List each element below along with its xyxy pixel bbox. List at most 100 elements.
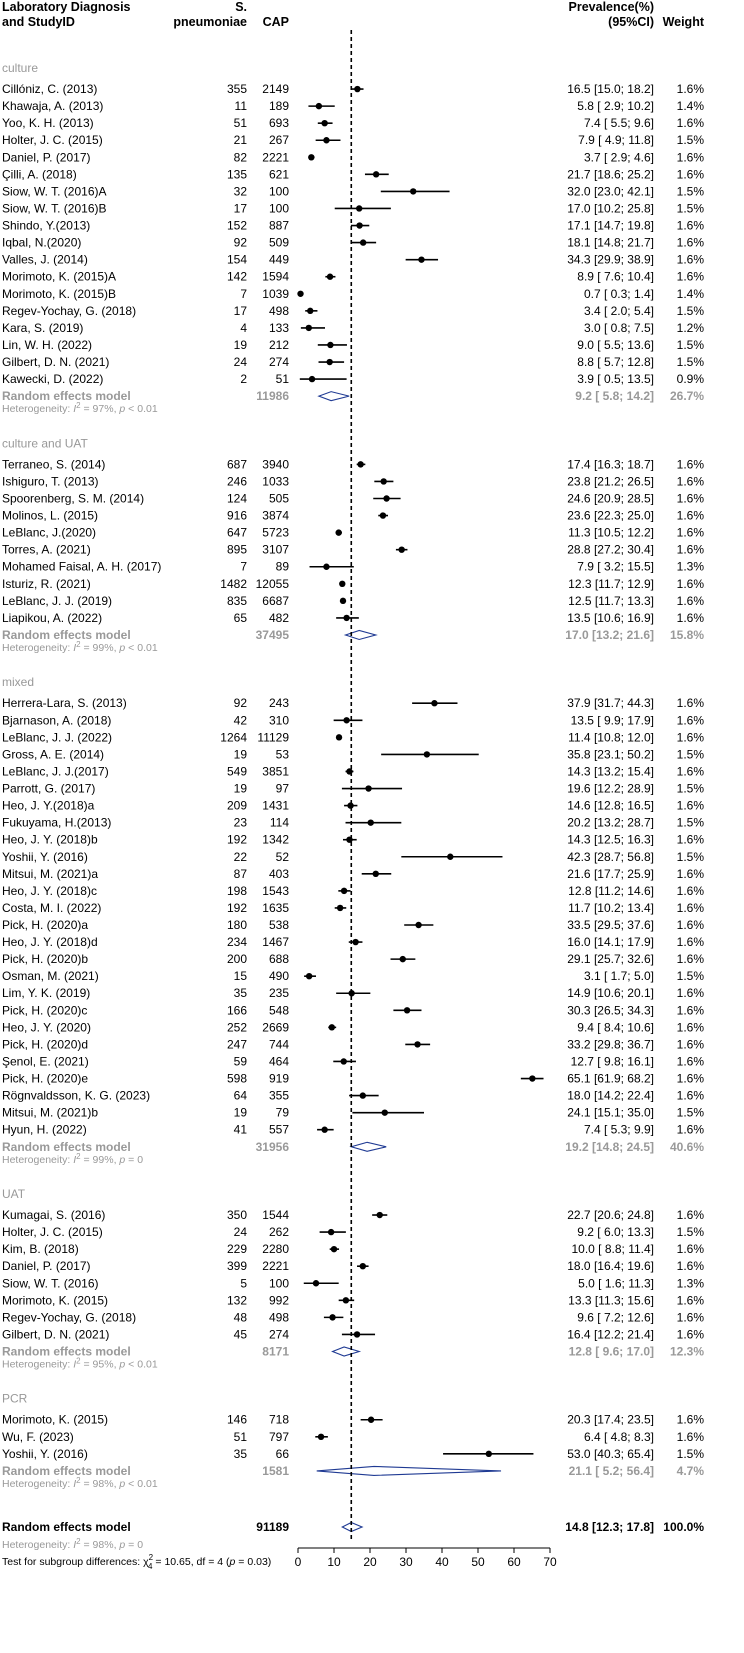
- point-estimate: [529, 1075, 536, 1082]
- study-label: Daniel, P. (2017): [2, 1259, 91, 1273]
- study-estimate: 65.1 [61.9; 68.2]: [567, 1072, 654, 1086]
- study-total: 548: [269, 1003, 289, 1017]
- study-label: Torres, A. (2021): [2, 543, 91, 557]
- study-total: 1467: [262, 935, 289, 949]
- study-weight: 1.6%: [677, 82, 705, 96]
- study-total: 1544: [262, 1208, 289, 1222]
- study-estimate: 20.3 [17.4; 23.5]: [567, 1413, 654, 1427]
- study-label: Khawaja, A. (2013): [2, 99, 103, 113]
- x-tick-label: 60: [507, 1555, 521, 1569]
- study-estimate: 18.1 [14.8; 21.7]: [567, 236, 654, 250]
- study-total: 189: [269, 99, 289, 113]
- study-estimate: 11.7 [10.2; 13.4]: [568, 901, 654, 915]
- study-events: 19: [234, 1106, 248, 1120]
- point-estimate: [326, 358, 333, 366]
- study-events: 192: [227, 901, 247, 915]
- study-events: 135: [227, 167, 247, 181]
- point-estimate: [348, 990, 355, 997]
- study-estimate: 17.0 [10.2; 25.8]: [567, 201, 654, 215]
- study-label: Regev-Yochay, G. (2018): [2, 304, 136, 318]
- study-weight: 1.2%: [677, 321, 705, 335]
- heterogeneity-text: Heterogeneity: I2 = 97%, p < 0.01: [2, 401, 158, 416]
- point-estimate: [321, 1126, 328, 1133]
- study-estimate: 29.1 [25.7; 32.6]: [567, 952, 654, 966]
- x-axis: 0 10 20 30 40 50 60 70: [295, 1547, 557, 1569]
- study-estimate: 9.4 [ 8.4; 10.6]: [577, 1020, 654, 1034]
- pooled-estimate: 12.8 [ 9.6; 17.0]: [569, 1345, 654, 1359]
- study-weight: 1.5%: [677, 184, 705, 198]
- study-label: Pick, H. (2020)a: [2, 918, 88, 932]
- pooled-label: Random effects model: [2, 1464, 131, 1478]
- study-total: 51: [276, 372, 290, 386]
- study-events: 647: [227, 526, 247, 540]
- study-weight: 1.6%: [677, 116, 705, 130]
- study-events: 916: [227, 509, 247, 523]
- study-events: 229: [227, 1242, 247, 1256]
- table-header: Laboratory Diagnosis and StudyID S. pneu…: [2, 0, 705, 29]
- study-weight: 1.6%: [677, 1310, 705, 1324]
- subgroup-test-part: χ: [143, 1556, 149, 1568]
- study-total: 274: [269, 355, 289, 369]
- heterogeneity-part: < 0.01: [125, 403, 158, 415]
- study-label: Siow, W. T. (2016)A: [2, 184, 107, 198]
- point-estimate: [305, 972, 313, 980]
- study-events: 19: [234, 747, 248, 761]
- point-estimate: [403, 1007, 411, 1014]
- study-weight: 1.6%: [677, 1037, 705, 1051]
- study-weight: 1.6%: [677, 509, 705, 523]
- point-estimate: [379, 512, 387, 519]
- study-weight: 1.6%: [677, 918, 705, 932]
- study-estimate: 8.9 [ 7.6; 10.4]: [577, 270, 654, 284]
- study-label: Molinos, L. (2015): [2, 509, 98, 523]
- study-events: 21: [234, 133, 248, 147]
- point-estimate: [327, 1228, 335, 1236]
- pooled-weight: 40.6%: [670, 1140, 704, 1154]
- heterogeneity-part: 2: [76, 1356, 81, 1365]
- study-events: 22: [234, 850, 248, 864]
- heterogeneity-part: = 0: [125, 1539, 143, 1551]
- study-label: Kumagai, S. (2016): [2, 1208, 105, 1222]
- study-total: 3940: [262, 457, 289, 471]
- study-weight: 1.6%: [677, 1072, 705, 1086]
- study-total: 133: [269, 321, 289, 335]
- study-label: Şenol, E. (2021): [2, 1054, 89, 1068]
- study-events: 24: [234, 1225, 248, 1239]
- point-estimate: [383, 495, 390, 502]
- heterogeneity-part: = 98%,: [81, 1478, 120, 1490]
- study-estimate: 18.0 [14.2; 22.4]: [567, 1089, 654, 1103]
- pooled-total: 8171: [262, 1345, 289, 1359]
- study-total: 97: [276, 782, 290, 796]
- study-total: 267: [269, 133, 289, 147]
- study-estimate: 14.9 [10.6; 20.1]: [567, 986, 654, 1000]
- study-weight: 1.6%: [677, 236, 705, 250]
- point-estimate: [312, 1280, 320, 1287]
- study-estimate: 24.6 [20.9; 28.5]: [567, 492, 654, 506]
- point-estimate: [336, 904, 344, 912]
- study-estimate: 34.3 [29.9; 38.9]: [567, 253, 654, 267]
- study-label: Mohamed Faisal, A. H. (2017): [2, 560, 161, 574]
- study-total: 1635: [262, 901, 289, 915]
- study-weight: 1.6%: [677, 1430, 705, 1444]
- point-estimate: [431, 700, 438, 707]
- study-weight: 1.6%: [677, 219, 705, 233]
- point-estimate: [410, 188, 417, 195]
- point-estimate: [315, 102, 323, 110]
- heterogeneity-part: = 95%,: [81, 1359, 120, 1371]
- study-label: Gilbert, D. N. (2021): [2, 1327, 109, 1341]
- heterogeneity-part: I: [73, 1154, 76, 1166]
- heterogeneity-part: p: [118, 1359, 125, 1371]
- study-total: 2669: [262, 1020, 289, 1034]
- pooled-diamond: [341, 1521, 364, 1533]
- study-events: 35: [234, 986, 248, 1000]
- point-estimate: [418, 256, 425, 263]
- pooled-total: 1581: [262, 1464, 289, 1478]
- x-tick-label: 50: [471, 1555, 485, 1569]
- heterogeneity-text: Heterogeneity: I2 = 99%, p < 0.01: [2, 640, 158, 655]
- point-estimate: [447, 853, 454, 860]
- pooled-estimate: 9.2 [ 5.8; 14.2]: [575, 389, 654, 403]
- study-total: 718: [269, 1413, 289, 1427]
- x-tick-label: 10: [327, 1555, 341, 1569]
- heterogeneity-part: Heterogeneity:: [2, 1359, 73, 1371]
- study-total: 621: [269, 167, 289, 181]
- study-label: Costa, M. I. (2022): [2, 901, 101, 915]
